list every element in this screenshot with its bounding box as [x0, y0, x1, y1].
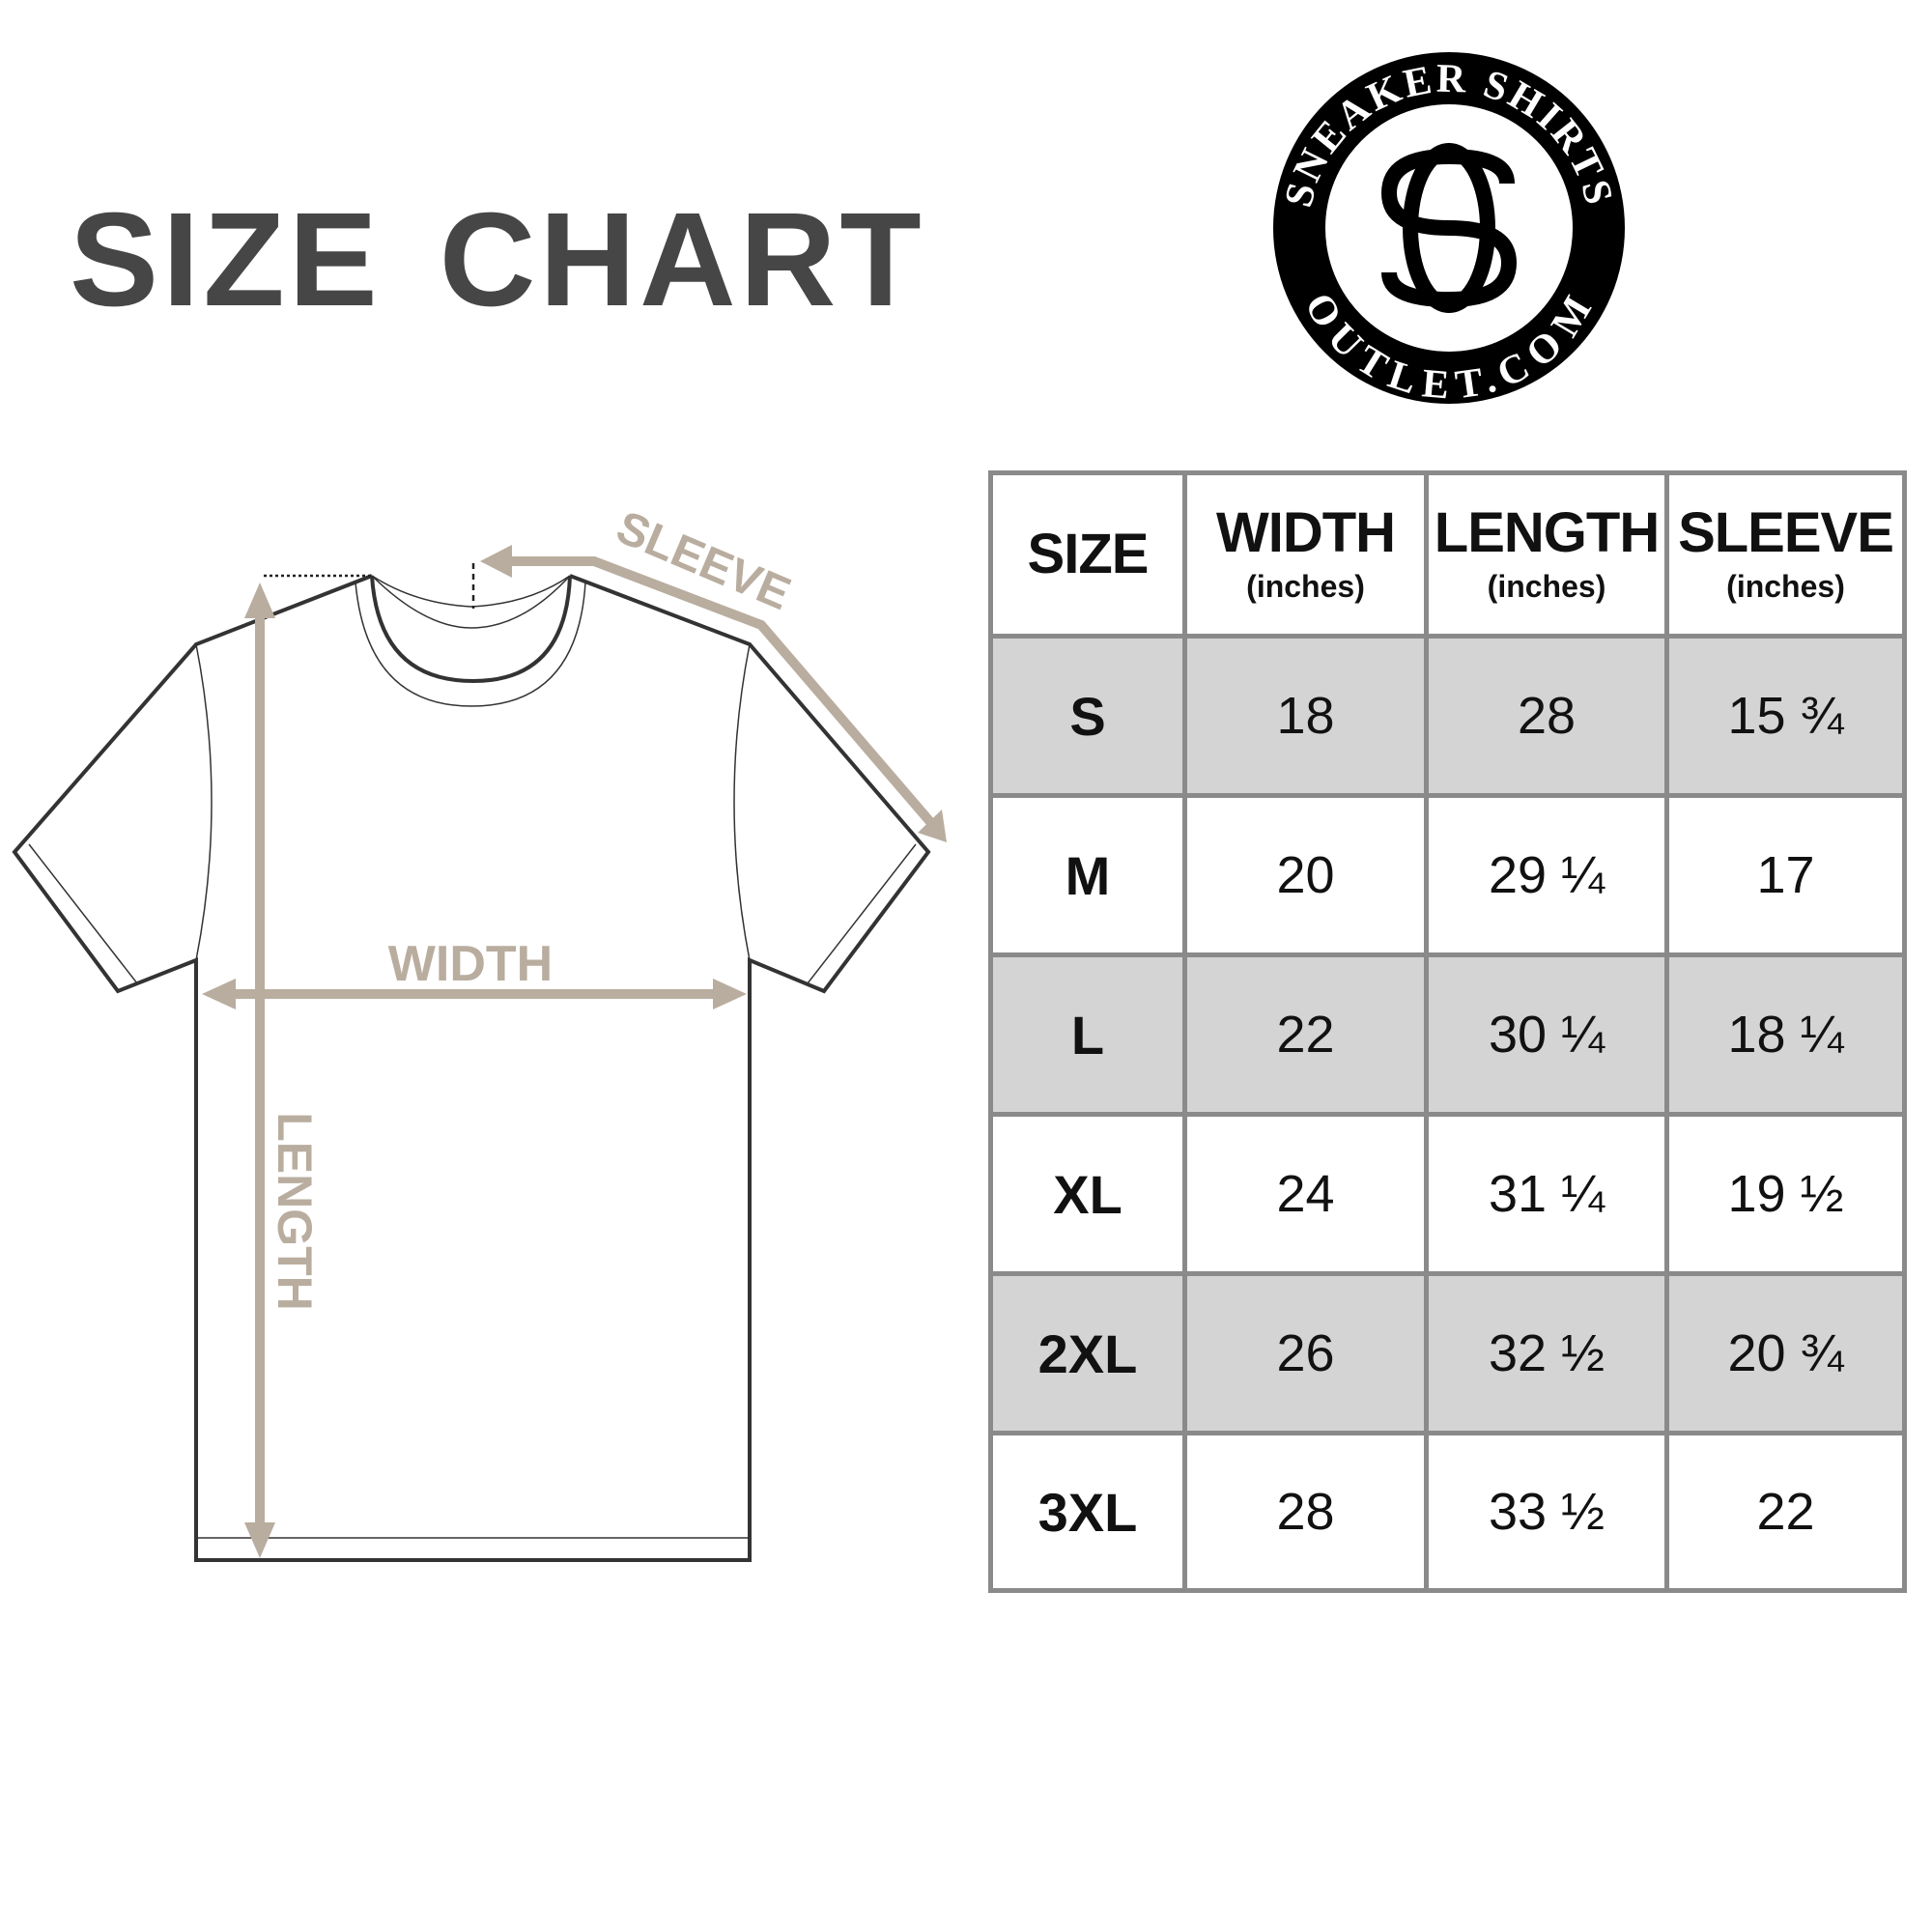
header-label: SIZE [1027, 523, 1150, 585]
value-cell: 28 [1187, 1435, 1424, 1588]
measurement-value: 29 ¼ [1488, 846, 1605, 904]
title-word-size: SIZE [70, 185, 382, 334]
value-cell: 32 ½ [1429, 1276, 1664, 1431]
collar-back [371, 575, 571, 629]
value-cell: 29 ¼ [1429, 798, 1664, 952]
size-cell: L [993, 957, 1182, 1112]
sleeve-arrow [480, 545, 947, 842]
measurement-value: 15 ¾ [1727, 687, 1844, 745]
width-label: WIDTH [388, 936, 553, 992]
tshirt-diagram: WIDTH LENGTH SLEEVE [12, 501, 947, 1562]
value-cell: 26 [1187, 1276, 1424, 1431]
value-cell: 28 [1429, 639, 1664, 793]
collar-outer [355, 582, 586, 707]
measurement-value: 22 [1756, 1483, 1815, 1541]
size-label: XL [1053, 1163, 1122, 1225]
size-label: L [1070, 1004, 1105, 1065]
header-label: LENGTH [1434, 500, 1660, 564]
length-arrow [244, 582, 275, 1558]
measurement-value: 30 ¼ [1488, 1006, 1605, 1064]
measurement-value: 32 ½ [1488, 1324, 1605, 1382]
size-cell: XL [993, 1117, 1182, 1271]
value-cell: 15 ¾ [1669, 639, 1902, 793]
measurement-value: 20 [1276, 846, 1335, 904]
size-label: M [1065, 844, 1111, 906]
measurement-value: 20 ¾ [1727, 1324, 1844, 1382]
shirt-outline [12, 574, 931, 1562]
header-unit: (inches) [1246, 568, 1365, 604]
header-cell: LENGTH (inches) [1429, 475, 1664, 634]
size-label: 2XL [1037, 1322, 1138, 1384]
value-cell: 19 ½ [1669, 1117, 1902, 1271]
value-cell: 22 [1187, 957, 1424, 1112]
value-cell: 30 ¼ [1429, 957, 1664, 1112]
width-arrow [202, 979, 747, 1009]
header-label: SLEEVE [1678, 500, 1894, 564]
header-cell: WIDTH (inches) [1187, 475, 1424, 634]
page-title: SIZE CHART [70, 193, 983, 327]
right-sleeve-seam [733, 643, 751, 961]
value-cell: 24 [1187, 1117, 1424, 1271]
measurement-value: 28 [1517, 687, 1577, 745]
value-cell: 22 [1669, 1435, 1902, 1588]
header-unit: (inches) [1726, 568, 1845, 604]
header-unit: (inches) [1487, 568, 1606, 604]
measurement-value: 33 ½ [1488, 1483, 1605, 1541]
right-cuff-line [807, 843, 917, 984]
header-label: WIDTH [1215, 500, 1396, 564]
measurement-value: 18 [1276, 687, 1335, 745]
size-label: S [1069, 685, 1106, 747]
value-cell: 33 ½ [1429, 1435, 1664, 1588]
brand-logo: SNEAKER SHIRTS OUTLET.COM [1273, 52, 1625, 409]
title-word-chart: CHART [439, 185, 925, 334]
measurement-value: 31 ¼ [1488, 1165, 1605, 1223]
measurement-value: 22 [1276, 1006, 1335, 1064]
measurement-value: 17 [1756, 846, 1815, 904]
measurement-value: 28 [1276, 1483, 1335, 1541]
collar-inner [370, 575, 572, 684]
header-cell: SIZE [993, 475, 1182, 634]
value-cell: 20 [1187, 798, 1424, 952]
value-cell: 18 ¼ [1669, 957, 1902, 1112]
size-table: SIZE WIDTH (inches) LENGTH (inches) SLEEVE (in… [988, 470, 1907, 1593]
left-sleeve-seam [195, 643, 213, 961]
size-cell: 2XL [993, 1276, 1182, 1431]
size-cell: 3XL [993, 1435, 1182, 1588]
left-cuff-line [28, 843, 138, 984]
measurement-value: 18 ¼ [1727, 1006, 1844, 1064]
value-cell: 18 [1187, 639, 1424, 793]
value-cell: 31 ¼ [1429, 1117, 1664, 1271]
length-label: LENGTH [268, 1112, 322, 1311]
value-cell: 17 [1669, 798, 1902, 952]
size-cell: S [993, 639, 1182, 793]
measurement-value: 26 [1276, 1324, 1335, 1382]
size-label: 3XL [1037, 1481, 1138, 1543]
value-cell: 20 ¾ [1669, 1276, 1902, 1431]
size-cell: M [993, 798, 1182, 952]
measurement-value: 19 ½ [1727, 1165, 1844, 1223]
header-cell: SLEEVE (inches) [1669, 475, 1902, 634]
measurement-value: 24 [1276, 1165, 1335, 1223]
collar-back-inner [371, 575, 571, 608]
